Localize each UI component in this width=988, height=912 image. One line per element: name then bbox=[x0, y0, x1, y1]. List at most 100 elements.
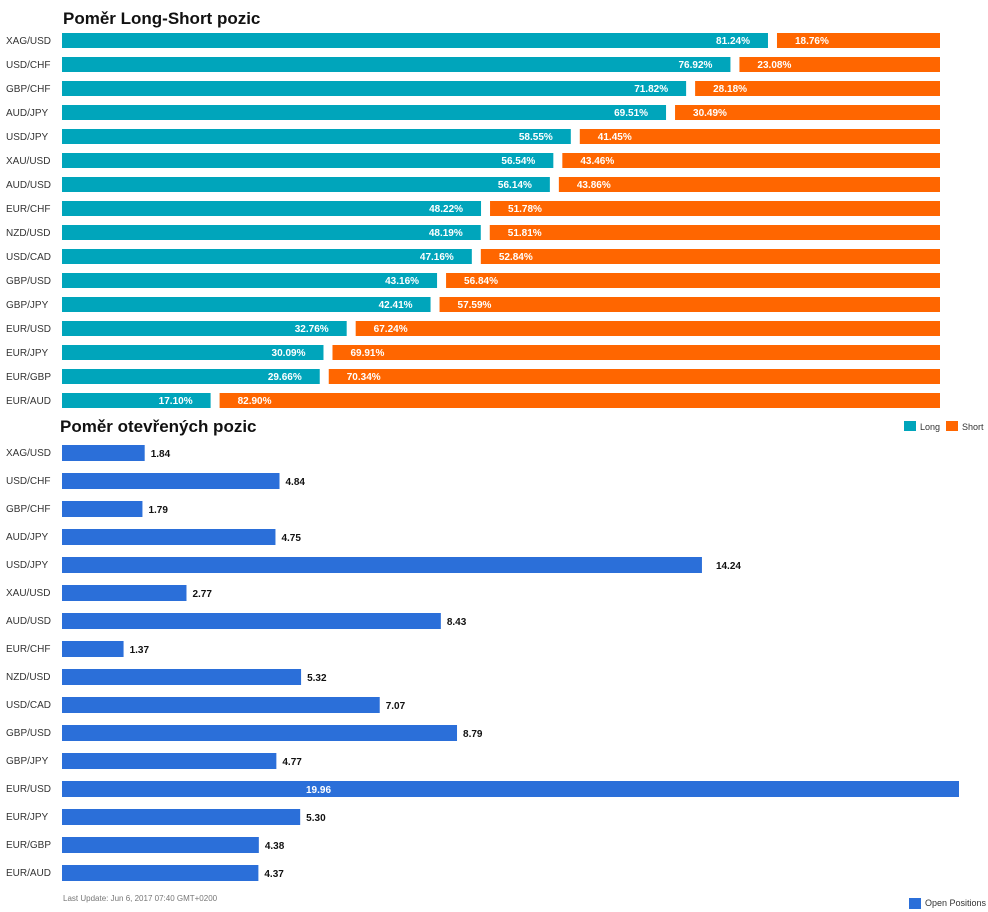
legend-short-label: Short bbox=[962, 422, 984, 432]
long-value-usd-jpy: 58.55% bbox=[519, 132, 553, 143]
short-value-gbp-usd: 56.84% bbox=[464, 276, 498, 287]
short-value-eur-jpy: 69.91% bbox=[350, 348, 384, 359]
short-bar-aud-usd bbox=[558, 177, 940, 192]
long-bar-aud-jpy bbox=[62, 105, 667, 120]
legend-long-swatch bbox=[904, 421, 916, 431]
long-value-gbp-jpy: 42.41% bbox=[379, 300, 413, 311]
long-value-nzd-usd: 48.19% bbox=[429, 228, 463, 239]
short-bar-usd-jpy bbox=[579, 129, 940, 144]
open-positions-bar-eur-jpy bbox=[62, 809, 301, 825]
short-value-usd-cad: 52.84% bbox=[499, 252, 533, 263]
short-bar-xau-usd bbox=[562, 153, 940, 168]
category-label-usd-jpy: USD/JPY bbox=[6, 132, 49, 143]
open-positions-bar-xag-usd bbox=[62, 445, 145, 461]
long-bar-gbp-jpy bbox=[62, 297, 431, 312]
open-positions-bar-xau-usd bbox=[62, 585, 187, 601]
op-category-label-usd-cad: USD/CAD bbox=[6, 700, 51, 711]
open-positions-bar-eur-aud bbox=[62, 865, 259, 881]
short-value-xau-usd: 43.46% bbox=[580, 156, 614, 167]
legend-long-label: Long bbox=[920, 422, 940, 432]
category-label-eur-gbp: EUR/GBP bbox=[6, 372, 51, 383]
long-bar-xau-usd bbox=[62, 153, 554, 168]
short-bar-eur-aud bbox=[219, 393, 940, 408]
category-label-gbp-chf: GBP/CHF bbox=[6, 84, 50, 95]
open-positions-bar-eur-gbp bbox=[62, 837, 259, 853]
op-category-label-eur-aud: EUR/AUD bbox=[6, 868, 51, 879]
op-category-label-aud-usd: AUD/USD bbox=[6, 616, 51, 627]
short-value-xag-usd: 18.76% bbox=[795, 36, 829, 47]
open-positions-value-xag-usd: 1.84 bbox=[151, 449, 171, 460]
open-positions-bar-usd-chf bbox=[62, 473, 280, 489]
long-value-gbp-usd: 43.16% bbox=[385, 276, 419, 287]
legend-short-swatch bbox=[946, 421, 958, 431]
op-category-label-eur-chf: EUR/CHF bbox=[6, 644, 50, 655]
open-positions-value-usd-cad: 7.07 bbox=[386, 701, 406, 712]
long-bar-aud-usd bbox=[62, 177, 550, 192]
long-value-gbp-chf: 71.82% bbox=[634, 84, 668, 95]
category-label-xag-usd: XAG/USD bbox=[6, 36, 51, 47]
short-value-aud-usd: 43.86% bbox=[577, 180, 611, 191]
long-bar-nzd-usd bbox=[62, 225, 481, 240]
short-bar-nzd-usd bbox=[489, 225, 940, 240]
category-label-eur-jpy: EUR/JPY bbox=[6, 348, 49, 359]
long-bar-eur-jpy bbox=[62, 345, 324, 360]
open-positions-value-gbp-usd: 8.79 bbox=[463, 729, 483, 740]
op-category-label-gbp-jpy: GBP/JPY bbox=[6, 756, 49, 767]
long-value-usd-cad: 47.16% bbox=[420, 252, 454, 263]
open-positions-value-aud-jpy: 4.75 bbox=[281, 533, 301, 544]
short-bar-xag-usd bbox=[776, 33, 940, 48]
open-positions-bars: XAG/USD 1.84 USD/CHF 4.84 GBP/CHF 1.79 AUD/JPY… bbox=[6, 445, 959, 881]
long-short-bars: XAG/USD 81.24% 18.76% USD/CHF 76.92% 23.08% GB… bbox=[6, 33, 941, 408]
long-value-aud-usd: 56.14% bbox=[498, 180, 532, 191]
category-label-eur-chf: EUR/CHF bbox=[6, 204, 50, 215]
open-positions-bar-aud-usd bbox=[62, 613, 441, 629]
open-positions-value-eur-jpy: 5.30 bbox=[306, 813, 326, 824]
open-positions-bar-gbp-usd bbox=[62, 725, 458, 741]
short-value-gbp-chf: 28.18% bbox=[713, 84, 747, 95]
short-bar-eur-usd bbox=[355, 321, 940, 336]
open-positions-value-eur-gbp: 4.38 bbox=[265, 841, 285, 852]
open-positions-value-usd-jpy: 14.24 bbox=[716, 561, 741, 572]
category-label-usd-cad: USD/CAD bbox=[6, 252, 51, 263]
open-positions-value-nzd-usd: 5.32 bbox=[307, 673, 327, 684]
short-value-usd-jpy: 41.45% bbox=[598, 132, 632, 143]
long-bar-eur-gbp bbox=[62, 369, 320, 384]
legend-open-positions-label: Open Positions bbox=[925, 898, 987, 908]
open-positions-bar-usd-cad bbox=[62, 697, 380, 713]
short-bar-aud-jpy bbox=[675, 105, 940, 120]
open-positions-bar-nzd-usd bbox=[62, 669, 302, 685]
chart-title-open-positions: Poměr otevřených pozic bbox=[60, 417, 257, 436]
long-bar-eur-aud bbox=[62, 393, 211, 408]
short-bar-eur-jpy bbox=[332, 345, 941, 360]
long-bar-eur-usd bbox=[62, 321, 347, 336]
long-bar-eur-chf bbox=[62, 201, 482, 216]
open-positions-value-usd-chf: 4.84 bbox=[286, 477, 306, 488]
short-bar-eur-gbp bbox=[328, 369, 941, 384]
short-value-eur-aud: 82.90% bbox=[238, 396, 272, 407]
open-positions-bar-aud-jpy bbox=[62, 529, 276, 545]
short-value-gbp-jpy: 57.59% bbox=[458, 300, 492, 311]
short-bar-gbp-chf bbox=[695, 81, 940, 96]
open-positions-bar-eur-chf bbox=[62, 641, 124, 657]
last-update-text: Last Update: Jun 6, 2017 07:40 GMT+0200 bbox=[63, 894, 218, 903]
long-bar-usd-cad bbox=[62, 249, 472, 264]
category-label-xau-usd: XAU/USD bbox=[6, 156, 50, 167]
short-bar-usd-cad bbox=[480, 249, 940, 264]
op-category-label-gbp-usd: GBP/USD bbox=[6, 728, 51, 739]
op-category-label-nzd-usd: NZD/USD bbox=[6, 672, 50, 683]
short-bar-gbp-jpy bbox=[439, 297, 940, 312]
open-positions-value-eur-usd: 19.96 bbox=[306, 785, 331, 796]
chart-title-long-short: Poměr Long-Short pozic bbox=[63, 9, 260, 28]
open-positions-bar-gbp-chf bbox=[62, 501, 143, 517]
open-positions-value-eur-chf: 1.37 bbox=[130, 645, 150, 656]
short-value-aud-jpy: 30.49% bbox=[693, 108, 727, 119]
op-category-label-aud-jpy: AUD/JPY bbox=[6, 532, 49, 543]
category-label-eur-usd: EUR/USD bbox=[6, 324, 51, 335]
long-bar-gbp-usd bbox=[62, 273, 438, 288]
long-bar-usd-jpy bbox=[62, 129, 571, 144]
short-value-eur-usd: 67.24% bbox=[374, 324, 408, 335]
short-bar-gbp-usd bbox=[446, 273, 940, 288]
short-value-eur-chf: 51.78% bbox=[508, 204, 542, 215]
long-value-aud-jpy: 69.51% bbox=[614, 108, 648, 119]
long-bar-gbp-chf bbox=[62, 81, 687, 96]
